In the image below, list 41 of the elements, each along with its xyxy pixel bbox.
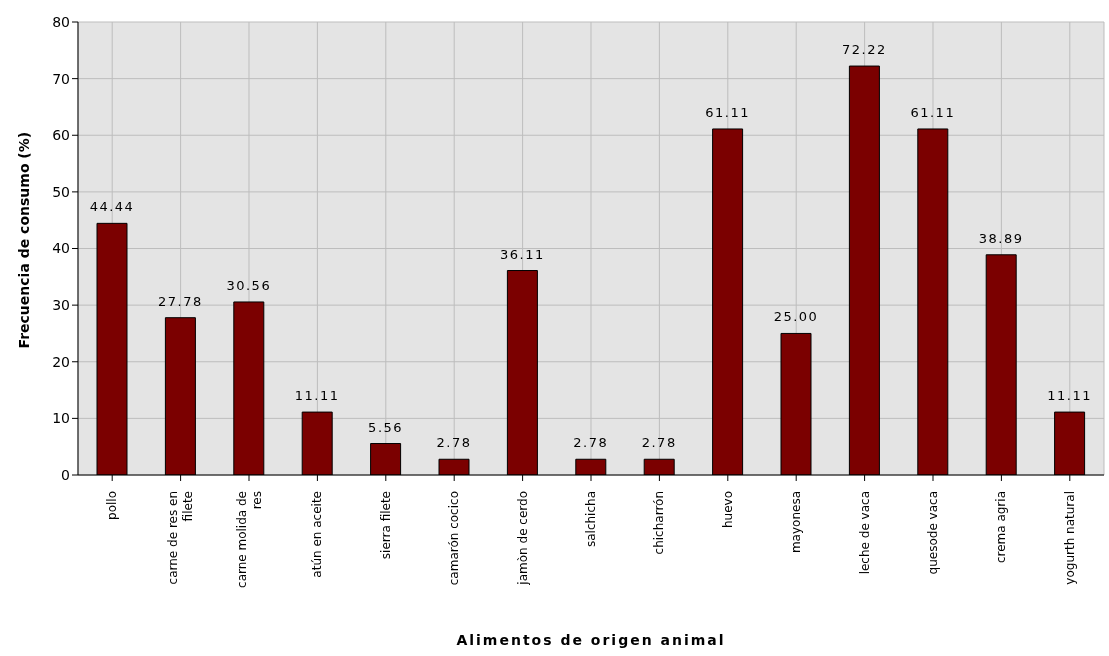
x-tick-label: pollo	[105, 491, 120, 520]
x-tick-label: crema agria	[994, 491, 1009, 564]
x-tick-label: carne molida de res	[234, 491, 264, 588]
y-tick-label: 60	[52, 127, 70, 144]
data-label: 2.78	[641, 435, 677, 451]
y-tick-label: 70	[52, 70, 70, 87]
x-tick-label: leche de vaca	[857, 491, 872, 575]
x-tick-label: quesode vaca	[926, 491, 940, 575]
data-label: 30.56	[226, 277, 272, 293]
x-tick-label: yogurth natural	[1062, 491, 1077, 585]
y-tick-label: 20	[52, 353, 70, 370]
data-label: 11.11	[1047, 388, 1092, 404]
y-axis-title: Frecuencia de consumo (%)	[15, 131, 32, 349]
data-label: 61.11	[910, 104, 956, 120]
data-label: 2.78	[436, 435, 472, 451]
y-tick-label: 10	[52, 410, 70, 427]
data-label: 36.11	[500, 246, 545, 262]
x-tick-label: salchicha	[584, 491, 598, 548]
x-tick-label: huevo	[720, 491, 735, 529]
x-axis-title: Alimentos de origen animal	[456, 632, 726, 648]
y-tick-label: 0	[61, 466, 70, 483]
x-tick-label: sierra filete	[378, 491, 393, 560]
data-label: 27.78	[158, 293, 203, 309]
data-label: 61.11	[705, 104, 750, 120]
data-label: 2.78	[573, 435, 609, 451]
x-tick-label: atún en aceite	[310, 491, 325, 578]
data-label: 25.00	[773, 309, 819, 325]
data-label: 72.22	[842, 42, 887, 58]
data-label: 38.89	[978, 230, 1024, 246]
x-tick-label: jamòn de cerdo	[515, 491, 530, 586]
x-tick-label: chicharrón	[652, 491, 667, 555]
y-tick-label: 30	[52, 297, 70, 314]
x-tick-label: carne de res en filete	[166, 491, 196, 585]
data-label: 5.56	[368, 419, 404, 435]
y-tick-label: 80	[52, 13, 70, 30]
data-label: 44.44	[89, 199, 135, 215]
data-label: 11.11	[294, 388, 340, 404]
x-tick-label: camarón cocico	[447, 491, 462, 586]
y-tick-label: 40	[52, 240, 70, 257]
x-tick-label: mayonesa	[789, 491, 804, 554]
y-tick-label: 50	[52, 183, 70, 200]
